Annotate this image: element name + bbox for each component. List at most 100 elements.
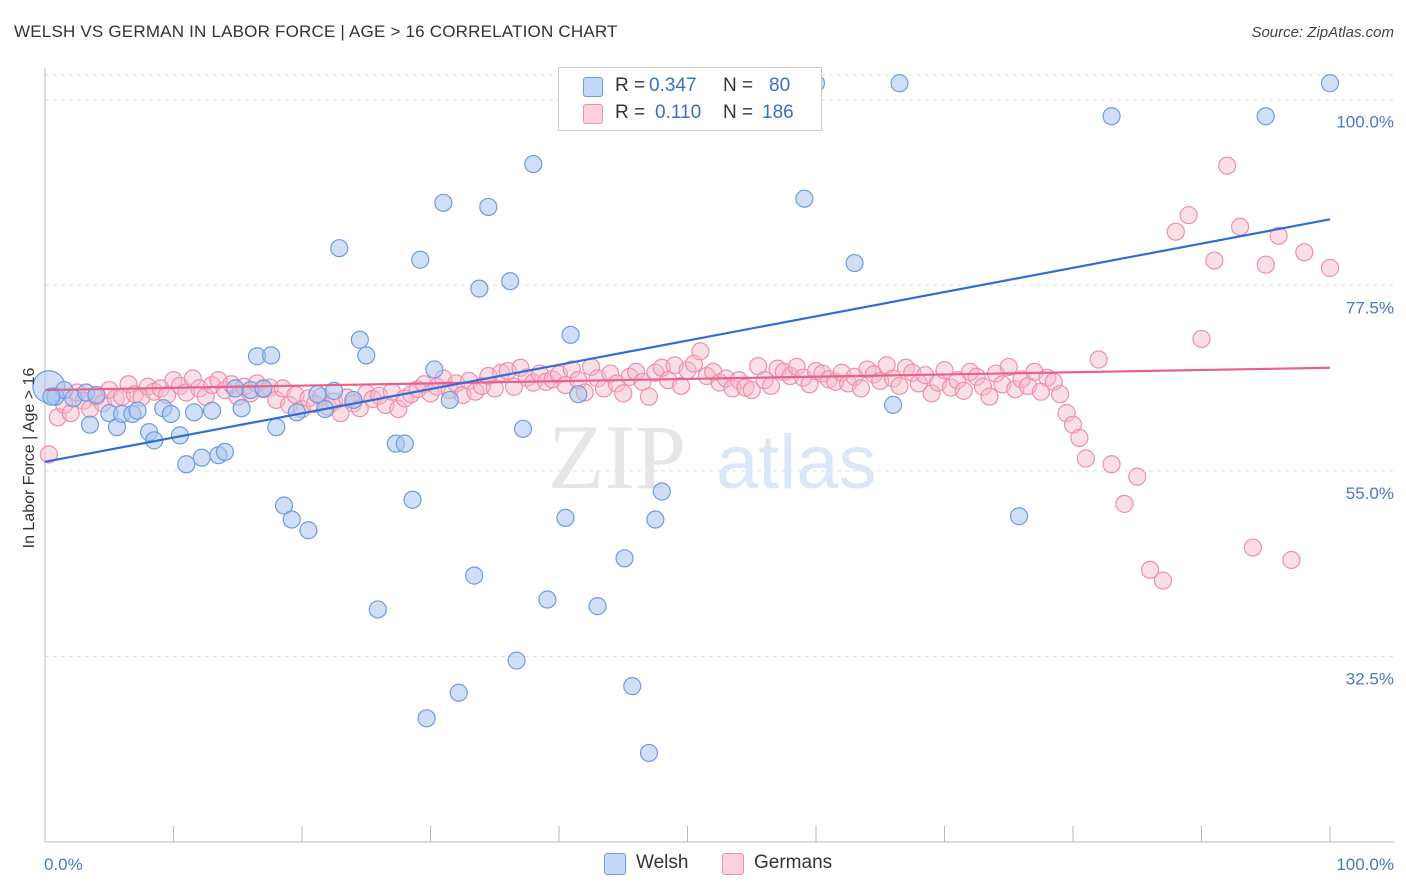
german-point <box>1269 226 1288 245</box>
watermark: ZIP atlas <box>548 406 877 508</box>
german-point <box>948 371 967 390</box>
german-point <box>601 364 620 383</box>
y-tick-label: 55.0% <box>1346 484 1394 503</box>
welsh-point <box>479 197 498 217</box>
welsh-point <box>646 510 665 529</box>
x-tick-label: 100.0% <box>1336 855 1394 874</box>
german-point <box>954 381 973 400</box>
german-point <box>1140 560 1160 579</box>
welsh-point <box>202 401 222 420</box>
welsh-point <box>501 272 520 291</box>
welsh-point <box>470 279 489 298</box>
legend-r-label: R = <box>615 102 646 123</box>
y-tick-label: 77.5% <box>1346 298 1394 317</box>
welsh-point <box>403 490 422 509</box>
welsh-point <box>325 381 344 400</box>
german-point <box>1218 156 1237 175</box>
bottom-swatch-germans <box>722 853 744 875</box>
welsh-point <box>226 379 245 398</box>
legend-r-label: R = <box>615 75 646 96</box>
german-point <box>1243 538 1263 557</box>
german-point <box>1115 494 1134 513</box>
german-point <box>851 379 871 398</box>
welsh-point <box>1009 507 1029 526</box>
welsh-point <box>1320 74 1340 93</box>
german-point <box>1128 467 1147 486</box>
welsh-point <box>883 395 903 414</box>
legend-r-value: 0.347 <box>649 75 697 96</box>
welsh-point <box>395 434 414 453</box>
chart-title: WELSH VS GERMAN IN LABOR FORCE | AGE > 1… <box>14 22 618 41</box>
welsh-point <box>524 154 543 174</box>
welsh-point <box>890 74 909 93</box>
german-point <box>729 371 749 390</box>
legend-n-value: 186 <box>762 102 794 123</box>
german-trend-line <box>44 366 1331 392</box>
welsh-point <box>465 566 484 585</box>
german-point <box>1057 404 1076 423</box>
welsh-point <box>128 401 147 420</box>
welsh-point <box>425 360 444 379</box>
german-point <box>671 376 691 396</box>
y-axis-title: In Labor Force | Age > 16 <box>21 368 38 549</box>
german-point <box>1102 455 1121 474</box>
welsh-point <box>87 385 106 405</box>
welsh-point <box>80 415 100 434</box>
german-point <box>1076 449 1095 468</box>
welsh-point <box>262 346 281 365</box>
german-point <box>1153 571 1173 590</box>
welsh-trend-line <box>44 218 1331 463</box>
welsh-point <box>561 325 580 344</box>
welsh-point <box>184 403 204 422</box>
german-point <box>562 360 581 379</box>
german-point <box>1256 255 1275 274</box>
welsh-point <box>513 419 533 438</box>
legend-row-germans: R = 0.110 N = 186 <box>559 101 821 127</box>
y-tick-label: 32.5% <box>1346 669 1394 688</box>
legend-n-label: N = <box>723 75 754 96</box>
german-point <box>639 387 659 406</box>
bottom-legend-label: Germans <box>754 852 833 873</box>
bottom-legend-label: Welsh <box>636 852 689 873</box>
axes <box>44 68 1394 843</box>
trend-lines <box>44 218 1331 463</box>
welsh-point <box>177 455 196 474</box>
german-point <box>1282 550 1301 570</box>
german-point <box>1179 206 1198 225</box>
welsh-point <box>440 390 459 410</box>
german-point <box>922 384 941 403</box>
welsh-point <box>434 193 453 212</box>
welsh-point <box>845 253 864 273</box>
welsh-point <box>795 189 814 208</box>
welsh-point <box>344 390 363 410</box>
welsh-point <box>1102 107 1121 126</box>
bottom-swatch-welsh <box>604 853 626 875</box>
german-point <box>999 357 1018 377</box>
welsh-point <box>538 590 557 609</box>
welsh-point <box>623 677 642 696</box>
welsh-point <box>299 521 318 540</box>
german-points <box>39 156 1340 590</box>
german-point <box>864 365 883 384</box>
welsh-point <box>350 330 369 349</box>
legend-row-welsh: R = 0.347 N = 80 <box>559 74 821 100</box>
welsh-point <box>368 600 387 619</box>
german-point <box>1051 385 1070 404</box>
german-point <box>1320 258 1340 278</box>
welsh-point <box>267 418 286 437</box>
german-point <box>1230 217 1250 236</box>
welsh-point <box>274 496 294 515</box>
welsh-points <box>32 74 1340 763</box>
legend-r-value: 0.110 <box>655 102 702 123</box>
welsh-point <box>556 508 575 527</box>
legend-n-value: 80 <box>769 75 791 96</box>
watermark-atlas: atlas <box>716 420 877 505</box>
german-point <box>39 445 58 464</box>
welsh-point <box>232 399 251 418</box>
welsh-point <box>330 239 349 258</box>
welsh-point <box>42 387 61 406</box>
y-tick-label: 100.0% <box>1336 113 1394 132</box>
welsh-point <box>411 250 430 269</box>
welsh-point <box>192 448 211 467</box>
german-point <box>973 377 993 396</box>
